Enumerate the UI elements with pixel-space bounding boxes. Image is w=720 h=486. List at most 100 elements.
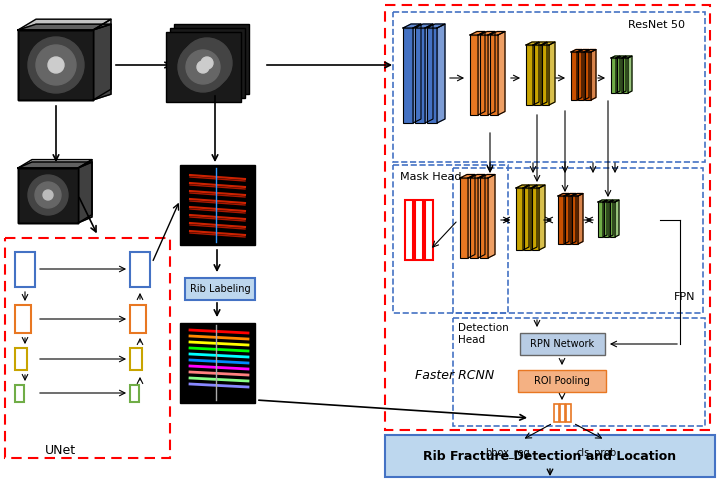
FancyBboxPatch shape bbox=[490, 35, 498, 115]
FancyBboxPatch shape bbox=[166, 32, 241, 102]
Polygon shape bbox=[585, 50, 596, 52]
FancyBboxPatch shape bbox=[524, 188, 531, 250]
FancyBboxPatch shape bbox=[427, 28, 437, 123]
FancyBboxPatch shape bbox=[18, 30, 93, 100]
Polygon shape bbox=[93, 19, 111, 100]
Polygon shape bbox=[498, 32, 505, 115]
Polygon shape bbox=[78, 159, 92, 223]
Circle shape bbox=[201, 57, 213, 69]
FancyBboxPatch shape bbox=[571, 52, 577, 100]
Circle shape bbox=[197, 61, 209, 73]
Circle shape bbox=[182, 38, 232, 88]
FancyBboxPatch shape bbox=[542, 45, 549, 105]
FancyBboxPatch shape bbox=[623, 58, 628, 93]
Polygon shape bbox=[534, 42, 547, 45]
FancyBboxPatch shape bbox=[415, 28, 425, 123]
FancyBboxPatch shape bbox=[598, 202, 603, 237]
Polygon shape bbox=[611, 56, 620, 58]
Polygon shape bbox=[577, 50, 582, 100]
Polygon shape bbox=[531, 185, 537, 250]
Polygon shape bbox=[526, 42, 539, 45]
FancyBboxPatch shape bbox=[526, 45, 533, 105]
Text: Rib Fracture Detection and Location: Rib Fracture Detection and Location bbox=[423, 450, 677, 463]
Polygon shape bbox=[413, 24, 421, 123]
FancyBboxPatch shape bbox=[516, 188, 523, 250]
FancyBboxPatch shape bbox=[534, 45, 541, 105]
Text: ResNet 50: ResNet 50 bbox=[628, 20, 685, 30]
FancyBboxPatch shape bbox=[174, 24, 249, 94]
Text: Detection
Head: Detection Head bbox=[458, 323, 509, 345]
Polygon shape bbox=[564, 193, 569, 244]
Polygon shape bbox=[78, 162, 92, 223]
Polygon shape bbox=[460, 174, 475, 178]
Polygon shape bbox=[516, 185, 529, 188]
Polygon shape bbox=[18, 159, 92, 168]
Polygon shape bbox=[533, 42, 539, 105]
Polygon shape bbox=[18, 19, 111, 30]
Text: Mask Head: Mask Head bbox=[400, 172, 462, 182]
FancyBboxPatch shape bbox=[18, 168, 78, 223]
Polygon shape bbox=[488, 32, 495, 115]
Polygon shape bbox=[488, 174, 495, 258]
Polygon shape bbox=[628, 56, 632, 93]
Polygon shape bbox=[615, 200, 619, 237]
Polygon shape bbox=[578, 50, 589, 52]
Polygon shape bbox=[623, 56, 632, 58]
Text: UNet: UNet bbox=[45, 444, 76, 456]
Polygon shape bbox=[490, 32, 505, 35]
Circle shape bbox=[35, 182, 61, 208]
Polygon shape bbox=[425, 24, 433, 123]
Polygon shape bbox=[18, 24, 111, 30]
Polygon shape bbox=[18, 162, 92, 168]
FancyBboxPatch shape bbox=[470, 35, 478, 115]
Polygon shape bbox=[523, 185, 529, 250]
FancyBboxPatch shape bbox=[578, 52, 584, 100]
Circle shape bbox=[186, 50, 220, 84]
Polygon shape bbox=[93, 24, 111, 100]
Polygon shape bbox=[470, 174, 485, 178]
Polygon shape bbox=[542, 42, 555, 45]
Polygon shape bbox=[480, 174, 495, 178]
Circle shape bbox=[186, 34, 236, 84]
Polygon shape bbox=[480, 32, 495, 35]
FancyBboxPatch shape bbox=[385, 435, 715, 477]
FancyBboxPatch shape bbox=[518, 370, 606, 392]
FancyBboxPatch shape bbox=[460, 178, 468, 258]
FancyBboxPatch shape bbox=[185, 278, 255, 300]
Polygon shape bbox=[549, 42, 555, 105]
Circle shape bbox=[205, 53, 217, 65]
Polygon shape bbox=[610, 200, 619, 202]
FancyBboxPatch shape bbox=[617, 58, 622, 93]
FancyBboxPatch shape bbox=[572, 196, 578, 244]
Polygon shape bbox=[532, 185, 545, 188]
Circle shape bbox=[48, 57, 64, 73]
FancyBboxPatch shape bbox=[403, 28, 413, 123]
Polygon shape bbox=[403, 24, 421, 28]
FancyBboxPatch shape bbox=[520, 333, 605, 355]
FancyBboxPatch shape bbox=[560, 442, 635, 464]
Polygon shape bbox=[604, 200, 613, 202]
Polygon shape bbox=[18, 168, 78, 223]
FancyBboxPatch shape bbox=[565, 196, 571, 244]
FancyBboxPatch shape bbox=[585, 52, 591, 100]
FancyBboxPatch shape bbox=[470, 442, 545, 464]
FancyBboxPatch shape bbox=[180, 323, 255, 403]
Text: ROI Pooling: ROI Pooling bbox=[534, 376, 590, 386]
FancyBboxPatch shape bbox=[610, 202, 615, 237]
Circle shape bbox=[28, 175, 68, 215]
FancyBboxPatch shape bbox=[180, 165, 255, 245]
Circle shape bbox=[36, 45, 76, 85]
Polygon shape bbox=[578, 193, 583, 244]
Polygon shape bbox=[591, 50, 596, 100]
Polygon shape bbox=[468, 174, 475, 258]
FancyBboxPatch shape bbox=[611, 58, 616, 93]
Polygon shape bbox=[571, 193, 576, 244]
FancyBboxPatch shape bbox=[532, 188, 539, 250]
FancyBboxPatch shape bbox=[470, 178, 478, 258]
Polygon shape bbox=[616, 56, 620, 93]
Polygon shape bbox=[415, 24, 433, 28]
Polygon shape bbox=[572, 193, 583, 196]
Circle shape bbox=[194, 42, 228, 76]
Polygon shape bbox=[427, 24, 445, 28]
Polygon shape bbox=[565, 193, 576, 196]
